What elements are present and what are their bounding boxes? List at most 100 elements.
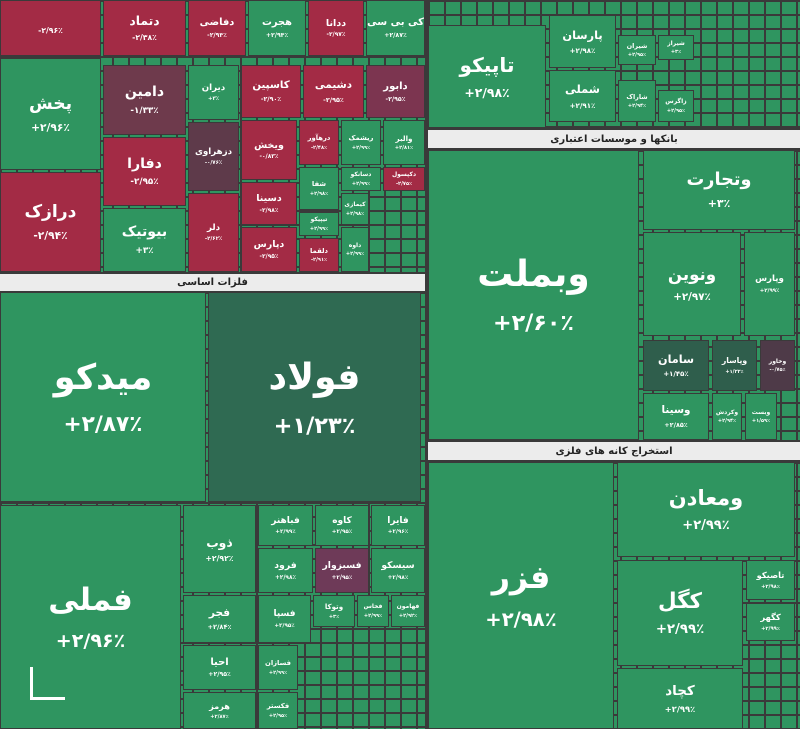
tile-change: +۲/۹۹٪ — [345, 251, 365, 258]
tile: فزر +۲/۹۸٪ — [428, 462, 614, 729]
tile-label: کیمازی — [344, 201, 366, 209]
tile-label: درهآور — [307, 134, 331, 143]
tile: فهامون +۲/۹۲٪ — [391, 595, 425, 627]
tile-change: +۳٪ — [328, 613, 340, 620]
tile: دشیمی -۲/۹۵٪ — [303, 65, 364, 118]
tile-label: تاپیکو — [459, 52, 515, 77]
tile-change: -۲/۹۸٪ — [259, 207, 279, 214]
tile-change: +۲/۹۹٪ — [655, 622, 705, 638]
tile-label: وبملت — [477, 254, 590, 296]
tile-change: +۲/۹۵٪ — [666, 107, 686, 114]
tile: فسپا +۲/۹۵٪ — [258, 595, 311, 643]
tile: ذوب +۲/۹۲٪ — [183, 505, 256, 593]
tile-change: -۲/۴۸٪ — [310, 144, 328, 151]
tile: والبر +۲/۸۱٪ — [383, 120, 425, 165]
tile-label: وتجارت — [686, 169, 752, 190]
tile: دپارس -۲/۹۵٪ — [241, 227, 297, 272]
tile: ونوین +۲/۹۷٪ — [643, 232, 741, 336]
tile-label: فهامون — [396, 603, 420, 611]
tile: فکستر +۲/۹۵٪ — [258, 692, 298, 729]
tile-change: +۲/۹۵٪ — [331, 529, 353, 536]
tile-change: -۲/۹۵٪ — [323, 95, 344, 104]
tile-change: +۲/۹۸٪ — [464, 85, 510, 100]
tile-label: دسانکو — [350, 171, 372, 179]
tile-label: وپاسار — [721, 356, 748, 366]
tile-label: بیوتیک — [121, 224, 168, 241]
tile-change: -۲/۶۲٪ — [204, 236, 223, 243]
tile-label: فولاد — [268, 355, 361, 399]
tile: دفاضی -۲/۹۴٪ — [188, 0, 246, 56]
tile: دتماد -۲/۳۸٪ — [103, 0, 186, 56]
tile: شیران +۲/۹۵٪ — [618, 35, 656, 65]
tile-label: میدکو — [53, 357, 153, 398]
tile-change: +۲/۹۸٪ — [345, 210, 365, 217]
tile: فسبزوار +۲/۹۵٪ — [315, 548, 369, 593]
tile: احیا +۲/۹۵٪ — [183, 645, 256, 690]
tile: فرود +۲/۹۸٪ — [258, 548, 313, 593]
tile: کگل +۲/۹۹٪ — [617, 560, 743, 666]
tile-change: +۲/۹۲٪ — [398, 612, 418, 619]
tile-change: +۲/۹۹٪ — [268, 669, 288, 676]
tile-change: +۲/۹۵٪ — [268, 712, 288, 719]
tile-label: وسینا — [661, 404, 691, 417]
tile-change: +۲/۹۹٪ — [664, 704, 696, 715]
tile-label: دپارس — [253, 239, 285, 251]
tile: شملی +۲/۹۱٪ — [549, 70, 616, 122]
tile-change: +۲/۹۹٪ — [759, 287, 780, 294]
tile-change: +۲/۹۵٪ — [208, 671, 231, 679]
tile-change: +۲/۹۵٪ — [627, 52, 647, 59]
tile-label: پارسان — [562, 27, 603, 42]
tile-change: +۲/۹۹٪ — [363, 612, 383, 619]
tile-label: وتوکا — [324, 602, 344, 612]
tile: وتوکا +۳٪ — [313, 595, 355, 627]
tile-change: -۲/۹۴٪ — [33, 228, 68, 242]
tile: کاسپین -۲/۹۰٪ — [241, 65, 301, 118]
section-title: فلزات اساسی — [0, 274, 425, 291]
tile-change: +۱/۵۹٪ — [751, 418, 771, 425]
tile-label: فجر — [208, 606, 231, 619]
tile: فباهنر +۲/۹۹٪ — [258, 505, 313, 546]
tile-change: -۰/۷۶٪ — [204, 160, 223, 167]
tile-label: کاسپین — [252, 80, 290, 92]
tile-change: +۲/۸۷٪ — [210, 714, 229, 721]
tile-label: دامین — [124, 84, 165, 101]
tile-change: +۲/۸۷٪ — [384, 32, 407, 39]
tile-label: فسپا — [273, 609, 296, 620]
tile: فایرا +۲/۹۶٪ — [371, 505, 425, 546]
tile-change: +۲/۹۸٪ — [309, 190, 329, 197]
tile-label: دکپسول — [391, 171, 417, 179]
tile-change: +۲/۹۴٪ — [265, 31, 289, 39]
tile-label: کچاد — [665, 682, 695, 699]
tile-change: +۲/۹۶٪ — [387, 529, 409, 536]
tile-label: فسبزوار — [322, 560, 362, 572]
tile-change: +۱/۲۲٪ — [725, 368, 744, 375]
tile: تاپیکو +۲/۹۸٪ — [428, 25, 546, 128]
tile: فولاد +۱/۲۳٪ — [208, 292, 421, 502]
tile-change: +۲/۹۸٪ — [569, 46, 596, 56]
tile-label: احیا — [210, 656, 229, 668]
tile: ومعادن +۲/۹۹٪ — [617, 462, 795, 557]
tile: فملی +۲/۹۶٪ — [0, 505, 181, 729]
tile-change: +۳٪ — [670, 49, 682, 56]
tile: میدکو +۲/۸۷٪ — [0, 292, 206, 502]
tile-label: هجرت — [262, 17, 292, 29]
tile-label: کاوه — [332, 515, 352, 526]
tile-label: وکردش — [715, 408, 739, 416]
tile-label: فزر — [491, 559, 551, 596]
tile-label: دفارا — [127, 155, 162, 172]
tile-change: +۳٪ — [707, 197, 731, 211]
tile-label: شملی — [565, 82, 600, 97]
tile-change: -۰/۸۳٪ — [259, 154, 279, 161]
tile: دسینا -۲/۹۸٪ — [241, 182, 297, 225]
tile-change: +۲/۹۹٪ — [309, 225, 329, 232]
tile: زاگرس +۲/۹۵٪ — [658, 90, 694, 122]
tile: دابور -۲/۹۵٪ — [366, 65, 425, 118]
tile: کگهر +۲/۹۹٪ — [746, 603, 795, 641]
tile-change: +۱/۴۵٪ — [663, 370, 689, 379]
tile: ددانا -۲/۹۷٪ — [308, 0, 364, 56]
tile: دامین -۱/۳۳٪ — [103, 65, 186, 135]
tile-change: +۲/۹۸٪ — [274, 574, 297, 581]
tile-label: پخش — [28, 94, 73, 115]
tile: وتجارت +۳٪ — [643, 150, 795, 230]
tile-label: دابور — [383, 80, 408, 92]
